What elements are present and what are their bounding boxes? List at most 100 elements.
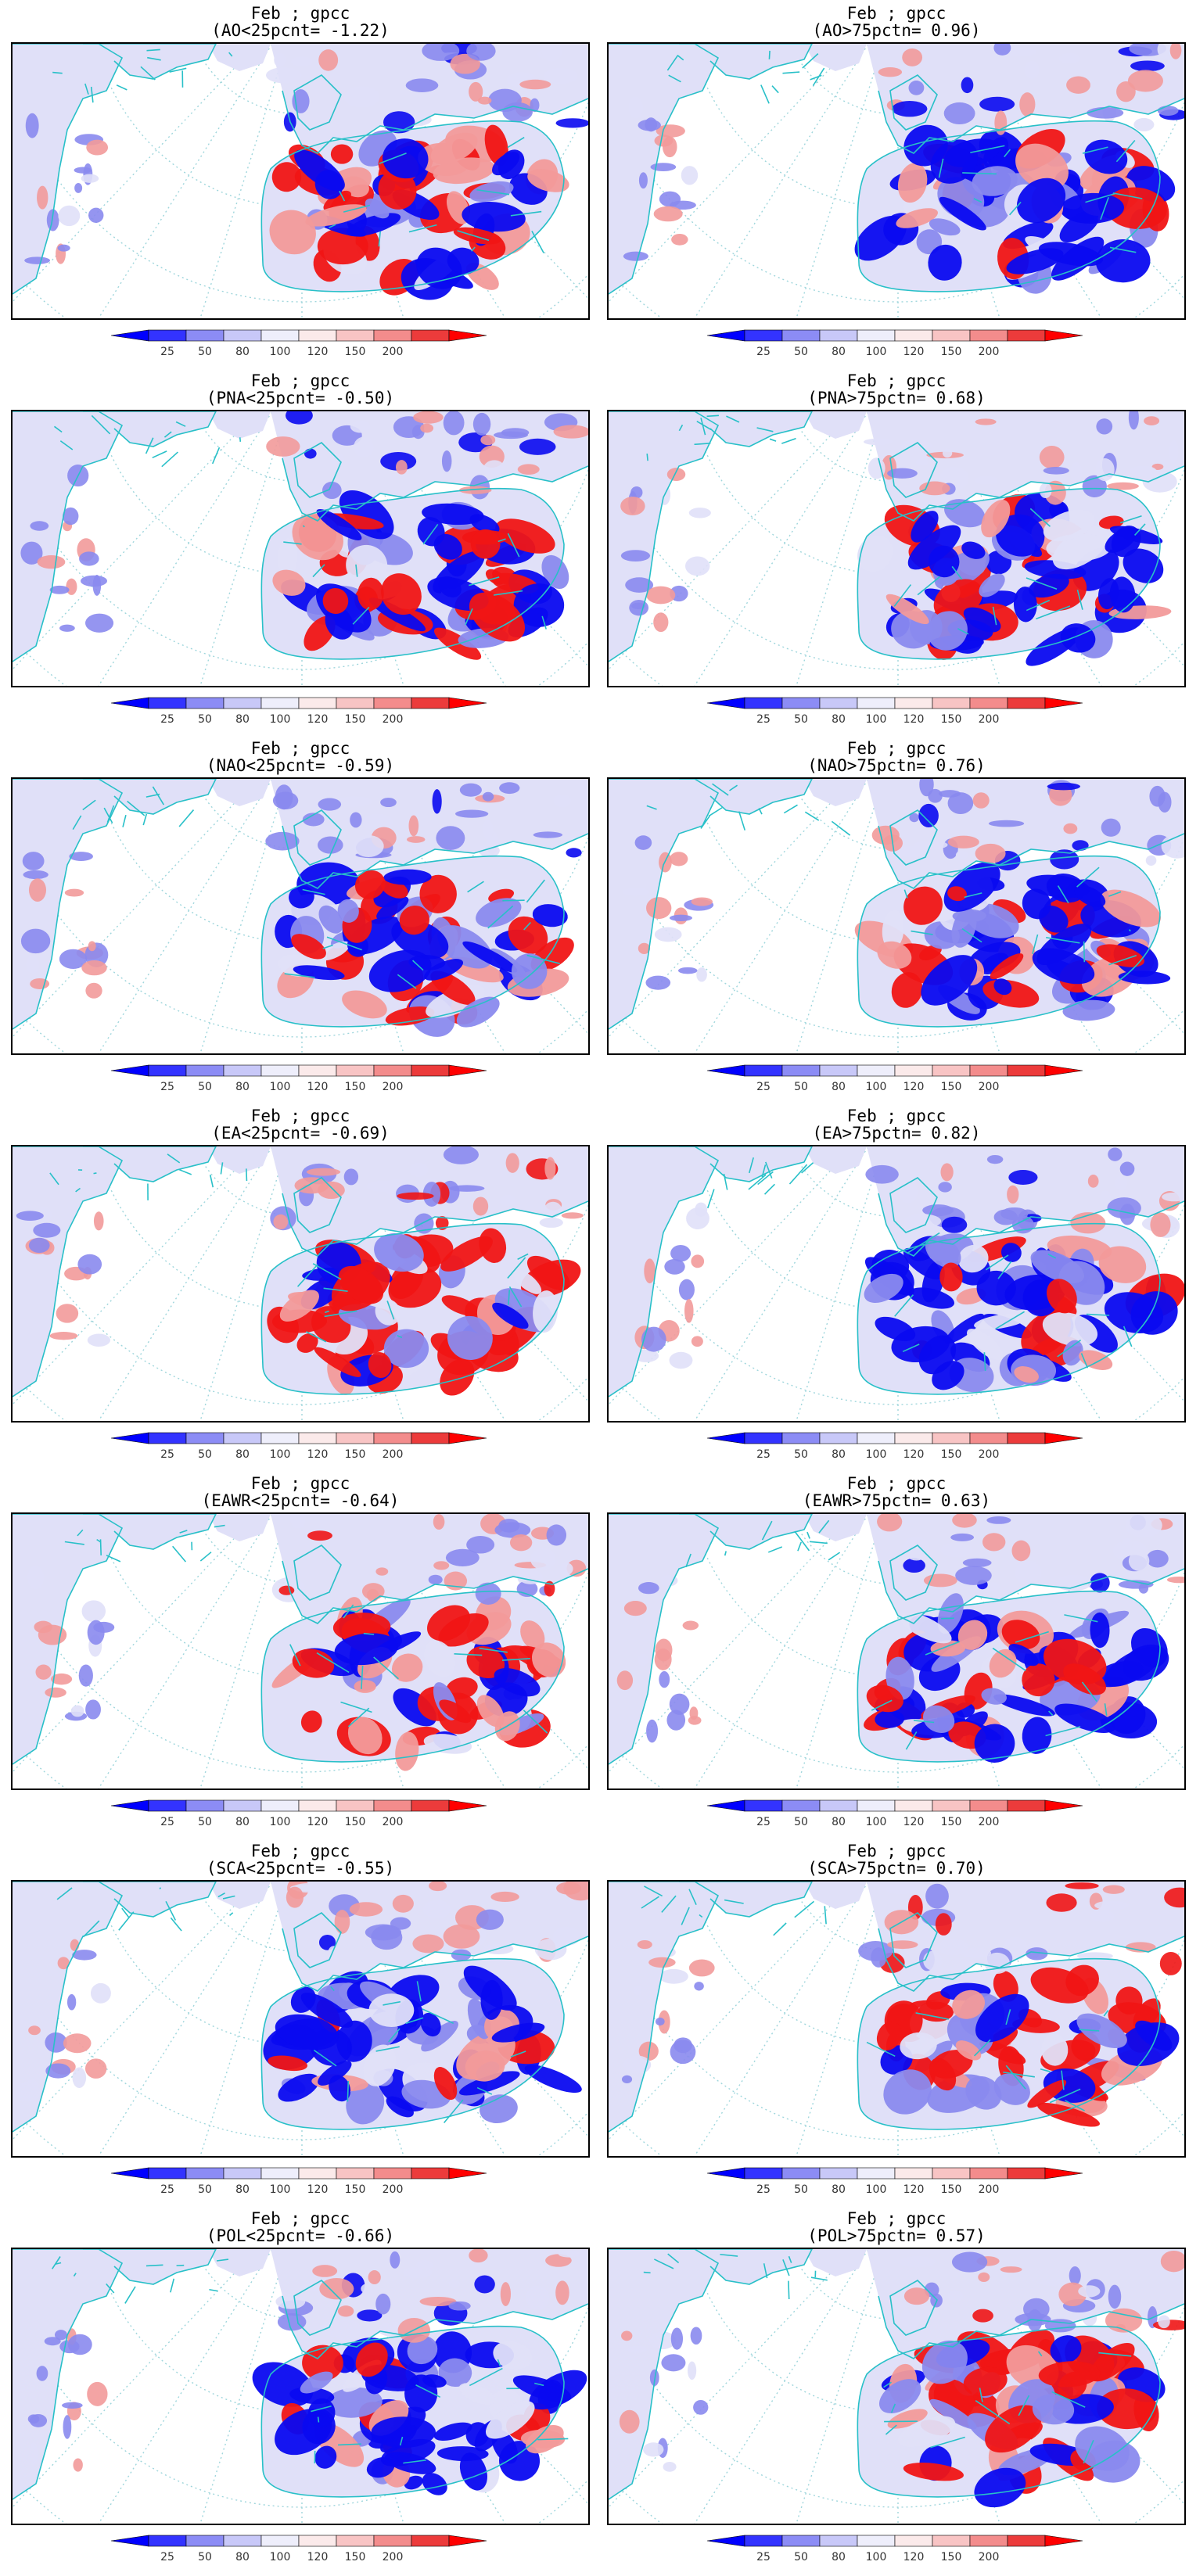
panel-title: Feb ; gpcc (11, 372, 590, 389)
colorbar-segment (186, 698, 224, 709)
colorbar-tick-label: 200 (383, 2183, 404, 2196)
colorbar-tick-label: 50 (198, 346, 212, 358)
colorbar-segment (857, 1433, 895, 1444)
colorbar-tick-label: 80 (832, 1448, 846, 1461)
precipitation-anomaly-map (11, 410, 590, 687)
panel-title: Feb ; gpcc (11, 5, 590, 22)
colorbar-tick-label: 50 (794, 1816, 808, 1828)
colorbar-segment (707, 1433, 745, 1444)
colorbar-segment (336, 1433, 374, 1444)
precipitation-anomaly-map (607, 1145, 1186, 1423)
colorbar-segment (449, 2168, 487, 2179)
colorbar-segment (745, 1433, 782, 1444)
colorbar-segment (782, 2535, 820, 2546)
colorbar-tick-label: 120 (903, 1448, 925, 1461)
colorbar-segment (374, 2168, 411, 2179)
colorbar-segment (411, 330, 449, 341)
colorbar-tick-label: 120 (903, 1816, 925, 1828)
colorbar-tick-label: 150 (345, 346, 366, 358)
colorbar-segment (224, 2535, 261, 2546)
colorbar-segment (224, 330, 261, 341)
colorbar-segment (149, 1433, 186, 1444)
panel-subtitle: (POL>75pctn= 0.57) (607, 2227, 1186, 2244)
panel-subtitle: (NAO<25pcnt= -0.59) (11, 757, 590, 774)
colorbar-segment (149, 330, 186, 341)
colorbar-tick-label: 100 (270, 713, 291, 726)
colorbar-segment (261, 2535, 299, 2546)
colorbar-tick-label: 100 (866, 1081, 887, 1093)
colorbar-segment (449, 698, 487, 709)
colorbar-tick-label: 50 (794, 346, 808, 358)
colorbar-segment (895, 698, 932, 709)
colorbar-segment (707, 2168, 745, 2179)
colorbar-segment (932, 1800, 970, 1811)
colorbar-segment (932, 1065, 970, 1076)
colorbar-tick-label: 200 (979, 1816, 1000, 1828)
colorbar-tick-label: 120 (307, 1448, 329, 1461)
colorbar-tick-label: 200 (979, 2551, 1000, 2563)
colorbar-segment (336, 698, 374, 709)
colorbar-tick-label: 200 (979, 346, 1000, 358)
colorbar-tick-label: 80 (832, 2183, 846, 2196)
colorbar-segment (374, 2535, 411, 2546)
colorbar-segment (449, 1800, 487, 1811)
colorbar-tick-label: 80 (235, 2183, 250, 2196)
colorbar-segment (224, 2168, 261, 2179)
colorbar-segment (745, 2168, 782, 2179)
colorbar-tick-label: 200 (383, 1448, 404, 1461)
colorbar-segment (374, 330, 411, 341)
colorbar-segment (707, 1800, 745, 1811)
colorbar-segment (782, 698, 820, 709)
colorbar-tick-label: 200 (979, 2183, 1000, 2196)
colorbar-segment (149, 698, 186, 709)
colorbar-tick-label: 25 (160, 2551, 174, 2563)
colorbar-tick-label: 25 (160, 713, 174, 726)
colorbar-segment (745, 698, 782, 709)
colorbar-segment (970, 330, 1008, 341)
colorbar-segment (336, 1065, 374, 1076)
colorbar-segment (299, 1065, 336, 1076)
colorbar-tick-label: 80 (832, 1081, 846, 1093)
colorbar-segment (932, 1433, 970, 1444)
colorbar-segment (374, 1800, 411, 1811)
colorbar-segment (970, 1433, 1008, 1444)
colorbar-segment (261, 1065, 299, 1076)
colorbar-segment (707, 1065, 745, 1076)
colorbar-segment (932, 2535, 970, 2546)
colorbar-segment (1008, 1800, 1045, 1811)
panel-title: Feb ; gpcc (11, 740, 590, 757)
colorbar-tick-label: 50 (198, 713, 212, 726)
colorbar-segment (111, 2168, 149, 2179)
colorbar-tick-label: 150 (345, 1448, 366, 1461)
panel-subtitle: (SCA<25pcnt= -0.55) (11, 1860, 590, 1877)
colorbar-segment (111, 698, 149, 709)
colorbar-segment (111, 1800, 149, 1811)
colorbar-tick-label: 100 (866, 2183, 887, 2196)
colorbar-segment (336, 330, 374, 341)
colorbar-segment (449, 1433, 487, 1444)
colorbar-segment (299, 1433, 336, 1444)
colorbar-tick-label: 120 (903, 1081, 925, 1093)
colorbar-tick-label: 50 (794, 2183, 808, 2196)
colorbar-tick-label: 50 (198, 1816, 212, 1828)
colorbar-segment (857, 1065, 895, 1076)
colorbar-tick-label: 80 (832, 346, 846, 358)
colorbar-tick-label: 100 (866, 1816, 887, 1828)
colorbar-tick-label: 200 (383, 713, 404, 726)
colorbar-tick-label: 80 (235, 1448, 250, 1461)
colorbar-segment (745, 330, 782, 341)
colorbar-segment (1008, 698, 1045, 709)
precipitation-anomaly-map (607, 1512, 1186, 1790)
colorbar-segment (820, 330, 857, 341)
colorbar-segment (820, 2535, 857, 2546)
colorbar-segment (820, 1800, 857, 1811)
colorbar-tick-label: 25 (160, 346, 174, 358)
